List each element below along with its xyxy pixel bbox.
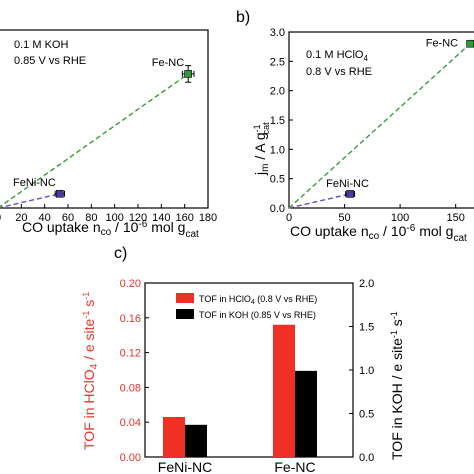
panel-b-condition-electrolyte: 0.1 M HClO4 <box>306 49 368 63</box>
x-tick-label: 100 <box>391 212 409 224</box>
panel-a-frame <box>0 29 209 209</box>
panel-c-category-labels: FeNi-NC Fe-NC <box>158 459 316 474</box>
panel-c-right-y-ticks: 0.0 0.5 1.0 1.5 2.0 <box>349 278 374 464</box>
x-tick-label: 140 <box>152 212 170 224</box>
point-label-fe-nc: Fe-NC <box>426 38 458 50</box>
data-point-feni-nc <box>56 189 64 198</box>
y-tick-label: 3.0 <box>270 27 285 39</box>
panel-c-right-y-axis-title: TOF in KOH / e site-1 s-1 <box>389 311 405 460</box>
panel-a-x-ticks: 0 20 40 60 80 100 120 140 160 180 <box>0 204 217 224</box>
right-y-tick-label: 1.5 <box>359 322 374 334</box>
y-tick-label: 0.0 <box>270 203 285 215</box>
point-label-feni-nc: FeNi-NC <box>13 177 56 189</box>
category-label-feni-nc: FeNi-NC <box>158 459 212 474</box>
x-tick-label: 50 <box>338 212 350 224</box>
panel-b-condition-potential: 0.8 V vs RHE <box>306 66 372 78</box>
x-tick-label: 20 <box>15 212 27 224</box>
panel-c-left-y-axis-title: TOF in HClO4 / e site-1 s-1 <box>81 292 100 450</box>
left-y-tick-label: 0.08 <box>120 382 141 394</box>
panel-a-scatter: 0 20 40 60 80 100 120 140 160 180 FeNi-NC Fe-NC 0.… <box>0 29 217 240</box>
x-tick-label: 40 <box>39 212 51 224</box>
panel-a-condition-electrolyte: 0.1 M KOH <box>14 39 68 51</box>
left-y-tick-label: 0.20 <box>120 278 141 290</box>
data-point-fe-nc <box>184 70 192 78</box>
panel-b-trend-lines <box>288 43 471 209</box>
panel-c-letter: c) <box>114 245 127 262</box>
panel-c-bars <box>163 324 317 457</box>
trend-line-fe-nc <box>0 73 189 208</box>
panel-b-x-axis-title: CO uptake nco / 10-6 mol gcat <box>290 223 467 244</box>
bar-fe-nc-left <box>273 324 295 457</box>
panel-b-data-points: FeNi-NC Fe-NC <box>326 38 474 198</box>
panel-b-y-axis-title: jm / A g-1cat <box>252 122 271 176</box>
panel-a-trend-lines <box>0 73 189 209</box>
bar-fe-nc-right <box>295 370 317 457</box>
data-point-fe-nc <box>466 39 474 48</box>
y-tick-label: 2.0 <box>270 86 285 98</box>
y-tick-label: 2.5 <box>270 56 285 68</box>
right-y-tick-label: 2.0 <box>359 278 374 290</box>
point-label-feni-nc: FeNi-NC <box>326 178 369 190</box>
right-y-tick-label: 0.5 <box>359 409 374 421</box>
left-y-tick-label: 0.04 <box>120 417 141 429</box>
panel-b-letter: b) <box>236 9 250 26</box>
y-tick-label: 0.5 <box>270 174 285 186</box>
y-tick-label: 1.0 <box>270 144 285 156</box>
trend-line-fe-nc <box>288 43 471 209</box>
left-y-tick-label: 0.12 <box>120 348 141 360</box>
x-tick-label: 180 <box>199 212 217 224</box>
right-y-tick-label: 0.0 <box>359 452 374 464</box>
trend-line-feni-nc <box>288 193 351 209</box>
panel-b-y-ticks: 0.0 0.5 1.0 1.5 2.0 2.5 3.0 <box>270 27 293 215</box>
x-tick-label: 160 <box>175 212 193 224</box>
legend-swatch-left <box>176 293 194 303</box>
legend-swatch-right <box>176 309 194 319</box>
x-tick-label: 80 <box>85 212 97 224</box>
panel-b-scatter: b) 0.0 0.5 1.0 1.5 2.0 2.5 3.0 0 50 100 150 FeNi-… <box>236 9 474 244</box>
x-tick-label: 100 <box>105 212 123 224</box>
x-tick-label: 60 <box>62 212 74 224</box>
x-tick-label: 0 <box>0 212 1 224</box>
point-label-fe-nc: Fe-NC <box>152 57 184 69</box>
bar-feni-nc-right <box>185 424 207 457</box>
panel-c-left-y-ticks: 0.00 0.04 0.08 0.12 0.16 0.20 <box>120 278 149 464</box>
bar-feni-nc-left <box>163 416 185 457</box>
x-tick-label: 150 <box>446 212 464 224</box>
trend-line-feni-nc <box>0 193 60 209</box>
right-y-tick-label: 1.0 <box>359 365 374 377</box>
category-label-fe-nc: Fe-NC <box>274 459 315 474</box>
x-tick-label: 120 <box>129 212 147 224</box>
left-y-tick-label: 0.16 <box>120 313 141 325</box>
y-tick-label: 1.5 <box>270 115 285 127</box>
panel-a-condition-potential: 0.85 V vs RHE <box>14 55 86 67</box>
legend-label-left: TOF in HClO4 (0.8 V vs RHE) <box>199 294 317 306</box>
panel-b-x-ticks: 0 50 100 150 <box>286 204 465 224</box>
data-point-feni-nc <box>346 190 354 198</box>
panel-a-data-points: FeNi-NC Fe-NC <box>13 57 195 198</box>
panel-a-x-axis-title: CO uptake nco / 10-6 mol gcat <box>22 219 199 240</box>
left-y-tick-label: 0.00 <box>120 452 141 464</box>
panel-c-legend: TOF in HClO4 (0.8 V vs RHE) TOF in KOH (0… <box>176 293 317 320</box>
legend-label-right: TOF in KOH (0.85 V vs RHE) <box>199 310 316 320</box>
panel-c-bar-chart: c) 0.00 0.04 0.08 0.12 0.16 0.20 0.0 0.5 1.0 1.5… <box>81 245 405 474</box>
x-tick-label: 0 <box>286 212 292 224</box>
